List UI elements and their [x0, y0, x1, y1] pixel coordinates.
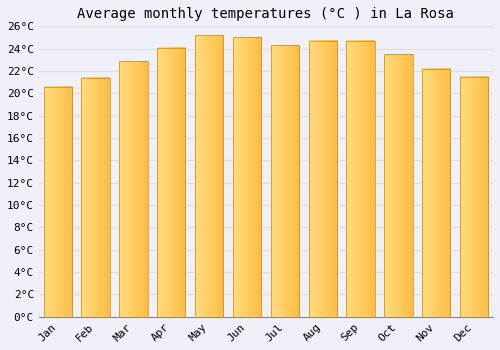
Bar: [44, 86, 72, 317]
Bar: [119, 61, 148, 317]
Bar: [422, 69, 450, 317]
Bar: [384, 54, 412, 317]
Bar: [346, 41, 375, 317]
Title: Average monthly temperatures (°C ) in La Rosa: Average monthly temperatures (°C ) in La…: [78, 7, 454, 21]
Bar: [195, 35, 224, 317]
Bar: [233, 37, 261, 317]
Bar: [308, 41, 337, 317]
Bar: [157, 48, 186, 317]
Bar: [82, 78, 110, 317]
Bar: [460, 77, 488, 317]
Bar: [270, 45, 299, 317]
